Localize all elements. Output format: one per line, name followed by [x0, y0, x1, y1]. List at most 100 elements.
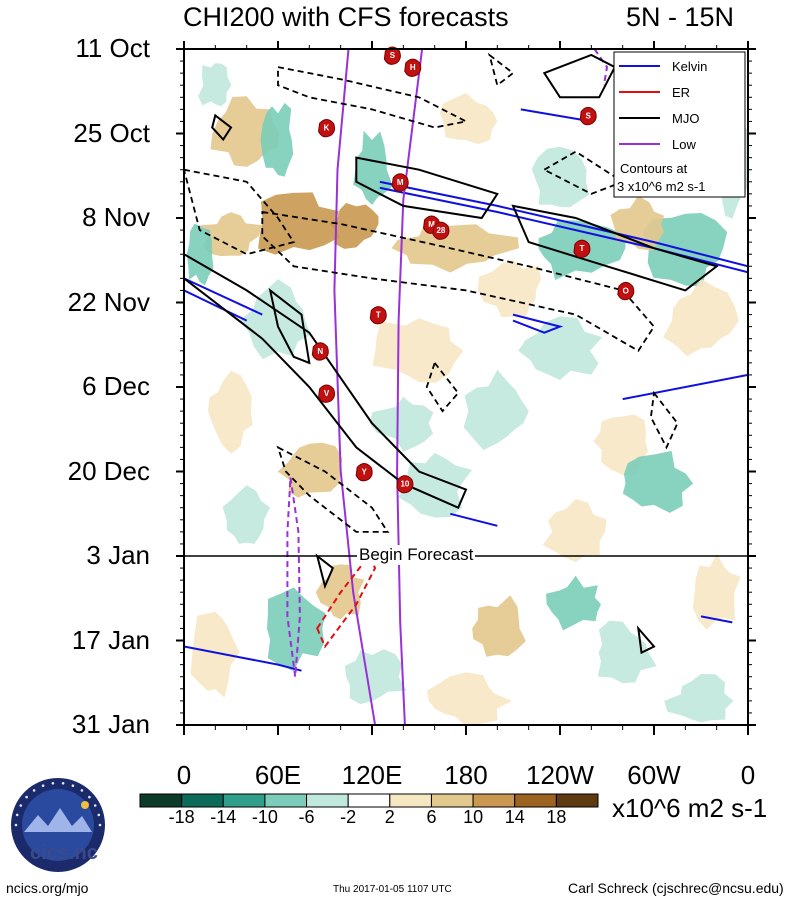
colorbar	[139, 793, 599, 808]
storm-marker: S	[579, 106, 597, 126]
region-label: 5N - 15N	[626, 2, 735, 32]
field-blob	[329, 203, 379, 249]
storm-marker: T	[573, 239, 591, 258]
mjo-contour	[268, 287, 311, 365]
field-blob	[692, 553, 741, 630]
storm-icon	[369, 306, 387, 325]
field-blob	[542, 499, 607, 563]
storm-icon	[311, 342, 329, 361]
field-blob	[258, 192, 340, 255]
footer-url[interactable]: ncics.org/mjo	[6, 880, 89, 896]
mjo-negative-contour	[261, 210, 656, 353]
storm-icon	[318, 118, 336, 138]
logo-ring-dot	[93, 804, 97, 807]
storm-marker: 10	[396, 475, 414, 494]
storm-icon	[391, 173, 409, 192]
kelvin-contour	[700, 615, 733, 624]
field-blob	[344, 649, 407, 705]
mjo-negative-contour	[184, 168, 296, 256]
logo-ring-dot	[88, 795, 91, 799]
logo-ring-dot	[41, 784, 45, 787]
field-blob	[198, 63, 232, 107]
storm-icon	[617, 281, 635, 301]
colorbar-swatch	[555, 793, 599, 808]
field-blob	[369, 396, 434, 452]
storm-icon	[396, 475, 414, 494]
kelvin-contour	[184, 289, 248, 322]
y-axis-ticks	[176, 48, 756, 726]
colorbar-swatch	[514, 793, 557, 808]
colorbar-tick-label: 2	[384, 807, 395, 827]
storm-marker: T	[369, 306, 387, 325]
storm-icon	[432, 221, 450, 240]
kelvin-contour	[184, 277, 263, 316]
storm-marker-label: K	[324, 123, 330, 132]
storm-marker-label: N	[317, 347, 323, 356]
low-contour	[333, 49, 377, 725]
kelvin-contour	[379, 186, 748, 274]
y-tick-label: 31 Jan	[71, 709, 150, 739]
kelvin-contour	[450, 512, 498, 527]
field-blob	[597, 620, 657, 684]
x-tick-label: 60W	[627, 760, 681, 790]
x-axis-ticks	[183, 41, 749, 735]
colorbar-tick-label: -18	[168, 807, 195, 827]
y-tick-label: 25 Oct	[73, 117, 150, 148]
logo-ring-dot	[15, 813, 19, 817]
field-blob	[426, 672, 512, 725]
colorbar-tick-label: 14	[504, 807, 525, 827]
legend-label-kelvin: Kelvin	[672, 59, 707, 74]
storm-marker: N	[311, 342, 329, 361]
y-tick-label: 6 Dec	[82, 371, 150, 401]
mjo-negative-contour	[425, 361, 460, 413]
colorbar-swatch	[347, 793, 391, 808]
field-blob	[267, 587, 326, 672]
storm-marker: S	[383, 46, 401, 65]
colorbar-swatch	[139, 793, 183, 808]
low-forecast-contour	[286, 477, 301, 677]
y-tick-label: 3 Jan	[86, 540, 150, 570]
storm-marker-label: 10	[400, 480, 409, 489]
kelvin-contour	[184, 645, 302, 672]
kelvin-contour	[520, 108, 592, 123]
low-contour	[396, 49, 424, 725]
cicsnc-logo	[11, 778, 105, 872]
forecast-start-label: Begin Forecast	[357, 545, 476, 565]
footer-author: Carl Schreck (cjschrec@ncsu.edu)	[568, 880, 784, 896]
logo-ring-dot	[19, 804, 23, 807]
storm-marker-label: 28	[436, 226, 445, 235]
storm-marker-label: V	[324, 389, 330, 398]
field-blob	[222, 485, 270, 544]
colorbar-tick-label: 18	[546, 807, 567, 827]
field-blob	[208, 370, 253, 454]
x-tick-label: 60E	[254, 760, 302, 790]
colorbar-tick-label: 10	[463, 807, 484, 827]
field-blob	[518, 316, 603, 380]
colorbar-swatch	[181, 793, 224, 808]
field-blob	[439, 93, 498, 145]
chi200-field	[184, 49, 748, 725]
legend-label-er: ER	[672, 85, 690, 100]
field-blob	[663, 278, 739, 357]
storm-icon	[573, 239, 591, 258]
mjo-contour	[636, 625, 656, 655]
y-tick-label: 17 Jan	[71, 624, 150, 655]
y-tick-label: 11 Oct	[75, 33, 150, 63]
mjo-contour	[355, 156, 499, 220]
field-blob	[463, 369, 529, 450]
legend-box	[613, 51, 746, 198]
storm-marker: V	[318, 384, 336, 403]
legend-note-line1: Contours at	[620, 161, 688, 176]
storm-marker: H	[404, 58, 422, 77]
y-tick-label: 20 Dec	[67, 455, 150, 486]
y-tick-label: 8 Nov	[82, 202, 150, 232]
colorbar-tick-label: -6	[298, 807, 315, 827]
storm-marker: Y	[355, 463, 373, 482]
logo-ring-dot	[97, 813, 101, 817]
colorbar-swatch	[306, 793, 349, 808]
field-blob	[477, 259, 541, 319]
mjo-contour	[542, 53, 617, 99]
storm-marker: M	[391, 173, 409, 192]
mjo-contour	[315, 553, 335, 590]
